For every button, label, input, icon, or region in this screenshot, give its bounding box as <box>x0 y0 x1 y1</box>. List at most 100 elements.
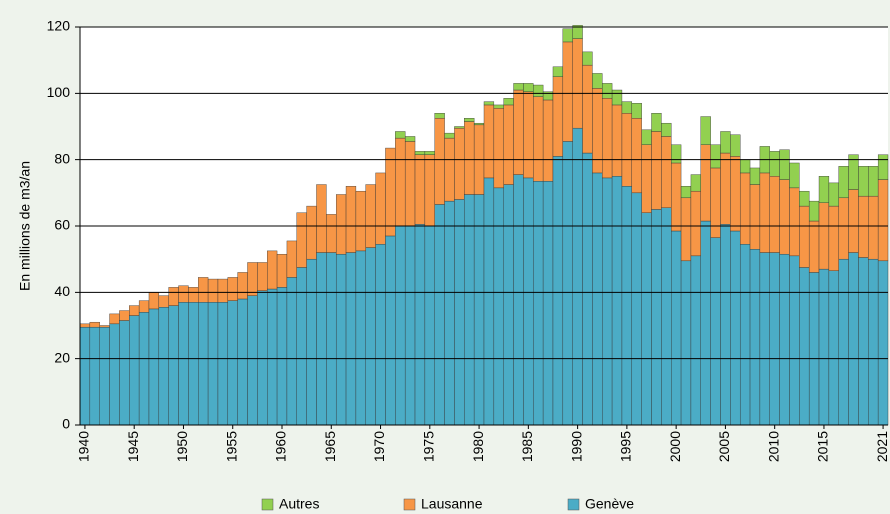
bar-segment <box>335 253 347 426</box>
bar-segment <box>641 129 652 145</box>
bar-segment <box>178 285 189 303</box>
bar-segment <box>631 118 642 194</box>
bar-segment <box>602 177 613 426</box>
x-tick-label: 1985 <box>519 431 535 462</box>
x-tick-label: 2021 <box>874 431 890 462</box>
bar-segment <box>119 310 130 321</box>
bar-segment <box>769 252 780 426</box>
bar-segment <box>818 202 830 270</box>
y-axis-label: En millions de m3/an <box>17 161 33 291</box>
bar-segment <box>257 290 268 426</box>
bar-segment <box>109 323 120 426</box>
bar-segment <box>404 136 416 142</box>
legend-label: Lausanne <box>421 496 483 512</box>
bar-segment <box>178 302 189 426</box>
bar-segment <box>513 83 524 91</box>
bar-segment <box>868 195 879 260</box>
bar-segment <box>375 172 386 245</box>
bar-segment <box>404 225 416 426</box>
x-tick-label: 2000 <box>667 431 683 462</box>
y-tick-label: 20 <box>54 349 70 365</box>
bar-segment <box>779 179 790 255</box>
bar-segment <box>749 167 761 185</box>
bar-segment <box>119 320 130 426</box>
bar-segment <box>828 270 839 426</box>
x-tick-label: 1965 <box>322 431 338 462</box>
bar-segment <box>444 137 455 202</box>
bar-segment <box>710 144 721 169</box>
bar-segment <box>424 154 435 227</box>
bar-segment <box>789 255 800 426</box>
bar-segment <box>207 278 219 303</box>
bar-segment <box>769 151 780 177</box>
bar-segment <box>267 250 278 290</box>
bar-segment <box>808 200 820 222</box>
bar-segment <box>148 308 160 426</box>
bar-segment <box>276 287 288 426</box>
bar-segment <box>404 141 416 227</box>
bar-segment <box>582 64 593 154</box>
bar-segment <box>710 237 721 426</box>
bar-segment <box>877 154 889 180</box>
bar-segment <box>621 113 633 187</box>
bar-segment <box>542 181 554 426</box>
bar-segment <box>424 225 435 426</box>
bar-segment <box>838 258 849 426</box>
bar-segment <box>434 118 445 205</box>
bar-segment <box>533 96 544 182</box>
bar-segment <box>464 118 475 122</box>
bar-segment <box>848 252 859 426</box>
bar-segment <box>326 252 337 426</box>
bar-segment <box>99 326 110 426</box>
bar-segment <box>700 116 711 145</box>
bar-segment <box>513 89 524 175</box>
bar-segment <box>365 184 376 248</box>
bar-segment <box>690 174 701 192</box>
bar-segment <box>533 84 544 97</box>
bar-segment <box>552 76 564 157</box>
bar-segment <box>296 212 307 268</box>
y-tick-label: 40 <box>54 283 70 299</box>
y-tick-label: 120 <box>47 18 71 34</box>
bar-segment <box>690 190 701 257</box>
bar-segment <box>316 184 327 253</box>
y-tick-label: 0 <box>62 416 70 432</box>
legend-swatch <box>261 498 274 511</box>
bar-segment <box>395 131 406 139</box>
x-tick-label: 1950 <box>174 431 190 462</box>
bar-segment <box>592 73 603 89</box>
bar-segment <box>286 240 297 278</box>
bar-segment <box>858 166 869 197</box>
bar-segment <box>503 184 514 426</box>
bar-segment <box>454 127 465 200</box>
bar-segment <box>296 267 307 426</box>
bar-segment <box>237 298 248 426</box>
bar-segment <box>700 144 711 222</box>
bar-segment <box>198 277 209 303</box>
x-tick-label: 2010 <box>765 431 781 462</box>
bar-segment <box>759 252 770 426</box>
bar-segment <box>799 190 810 207</box>
bar-segment <box>651 209 662 426</box>
bar-segment <box>848 189 859 253</box>
bar-segment <box>414 151 426 155</box>
bar-segment <box>513 174 524 426</box>
bar-segment <box>661 136 672 208</box>
bar-segment <box>700 220 711 426</box>
bar-segment <box>345 185 357 253</box>
bar-segment <box>749 184 761 250</box>
bar-segment <box>808 272 820 426</box>
bar-segment <box>188 287 199 303</box>
bar-segment <box>89 326 100 426</box>
bar-segment <box>552 66 564 77</box>
bar-segment <box>444 200 455 426</box>
bar-segment <box>395 137 406 227</box>
bar-segment <box>739 172 751 245</box>
bar-segment <box>473 122 485 126</box>
bar-segment <box>572 25 583 39</box>
bar-segment <box>198 302 209 426</box>
bar-segment <box>602 83 613 99</box>
bar-segment <box>276 253 288 288</box>
bar-segment <box>818 176 830 203</box>
bar-segment <box>493 108 504 189</box>
